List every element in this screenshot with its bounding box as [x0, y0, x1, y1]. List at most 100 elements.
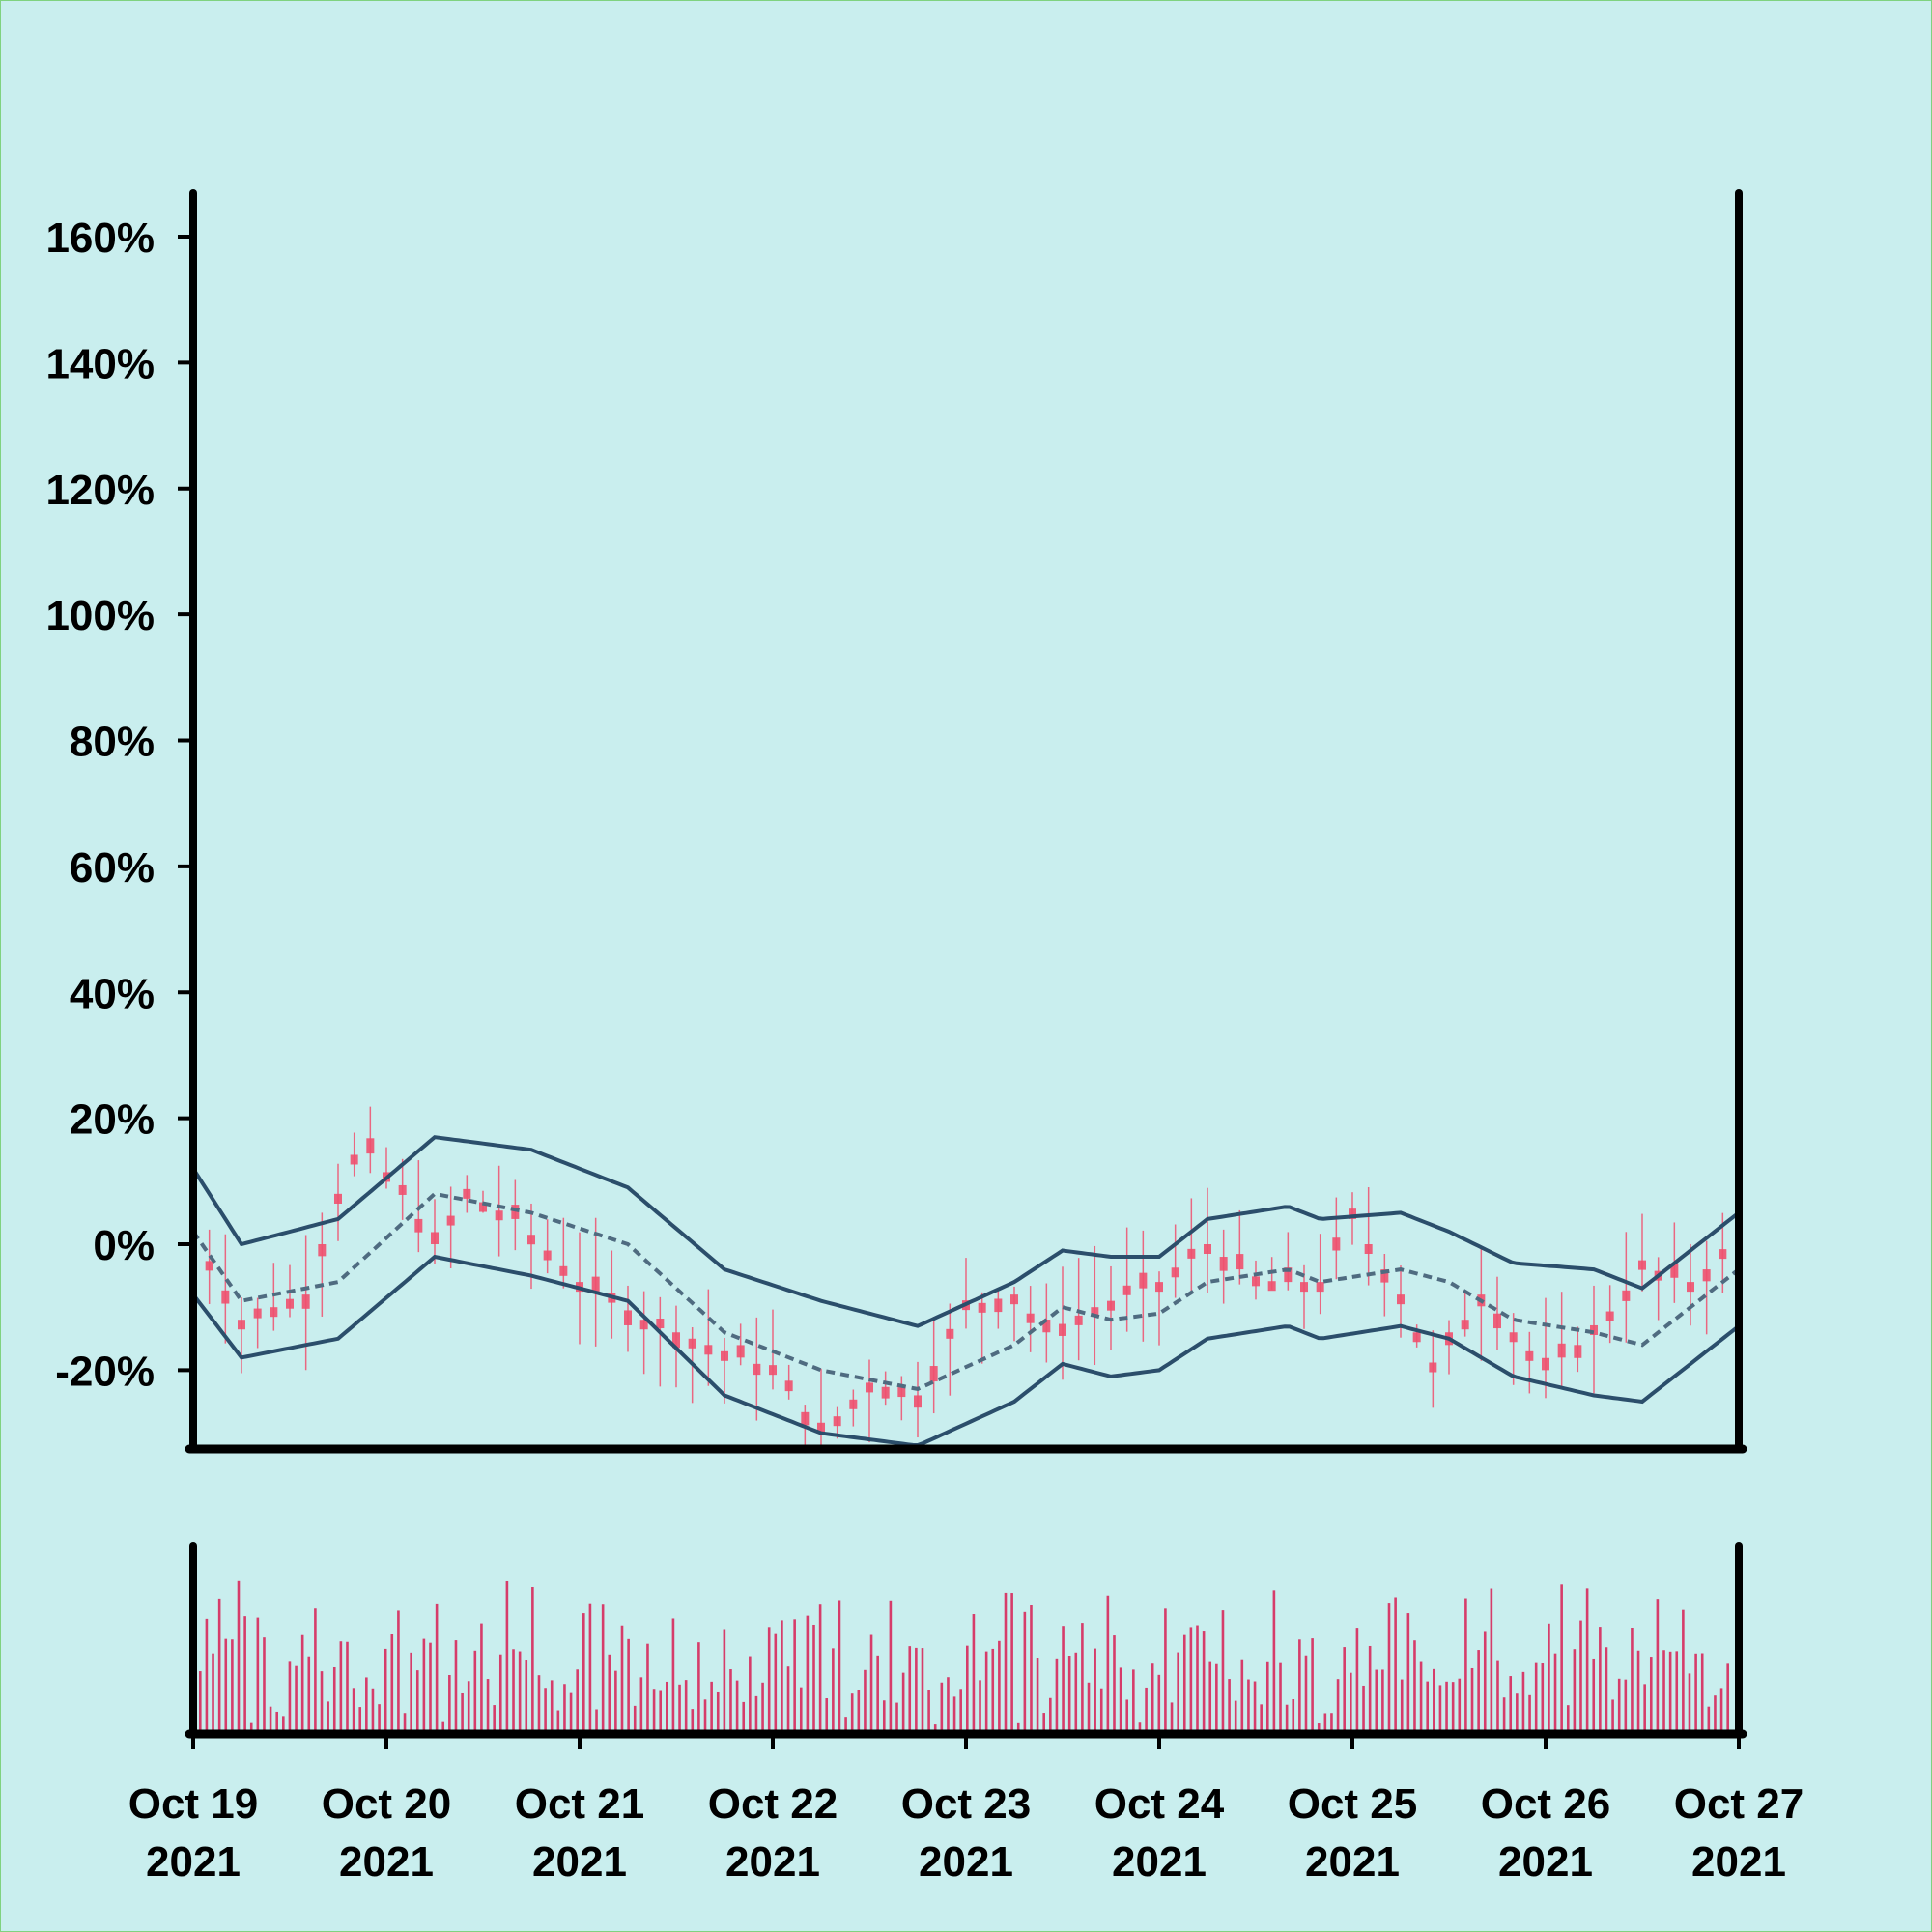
volume-bar: [595, 1709, 598, 1734]
volume-bar: [1074, 1652, 1078, 1734]
candle-body: [1204, 1244, 1211, 1254]
candle-body: [350, 1154, 358, 1165]
volume-bar: [1164, 1608, 1167, 1734]
volume-bar: [614, 1670, 617, 1734]
candle-body: [784, 1380, 793, 1392]
candle: [270, 1263, 278, 1331]
volume-bar: [461, 1692, 464, 1734]
candle: [1187, 1198, 1196, 1293]
volume-bar: [556, 1710, 560, 1734]
volume-bar: [282, 1716, 285, 1734]
volume-bar: [332, 1666, 336, 1734]
candle: [704, 1289, 713, 1386]
x-tick-label-date: Oct 20: [322, 1780, 452, 1828]
candle-body: [1557, 1343, 1566, 1358]
candle: [318, 1212, 327, 1317]
volume-bar: [256, 1617, 260, 1734]
volume-bar: [288, 1661, 292, 1734]
volume-bar: [1541, 1663, 1545, 1734]
volume-bar: [684, 1680, 688, 1734]
candle-body: [849, 1399, 858, 1409]
candle: [221, 1234, 230, 1344]
candle: [978, 1292, 986, 1364]
x-tick-label-year: 2021: [146, 1838, 241, 1886]
volume-bar: [1662, 1650, 1665, 1734]
candle: [1687, 1243, 1694, 1326]
x-axis-ticks: Oct 19 2021 Oct 20 2021 Oct 21 2021 Oct 22 2021…: [128, 1734, 1804, 1886]
volume-bar: [1298, 1639, 1301, 1734]
candle: [1171, 1224, 1179, 1298]
candle: [1122, 1227, 1131, 1332]
candle-body: [881, 1386, 890, 1399]
candle-body: [1605, 1311, 1614, 1321]
volume-bar: [915, 1647, 918, 1734]
volume-bar: [441, 1721, 445, 1734]
volume-bar: [371, 1688, 375, 1734]
volume-bar: [275, 1711, 278, 1734]
volume-bar: [966, 1645, 969, 1734]
candle-body: [672, 1332, 680, 1349]
volume-bar: [1189, 1627, 1193, 1734]
upper-band-line: [191, 1135, 1741, 1328]
candle-body: [1059, 1323, 1066, 1336]
volume-bar: [320, 1671, 324, 1734]
volume-bar: [224, 1638, 228, 1734]
volume-bar: [1438, 1685, 1442, 1734]
volume-bar: [1624, 1679, 1628, 1734]
volume-bar: [1585, 1588, 1589, 1734]
y-tick-label: 160%: [45, 214, 155, 262]
candle-body: [1687, 1282, 1694, 1293]
candle-body: [1429, 1362, 1437, 1373]
volume-bar: [1260, 1704, 1263, 1734]
candle-body: [656, 1319, 665, 1329]
candlestick-series: [189, 1106, 1743, 1446]
volume-bar: [1553, 1653, 1557, 1734]
volume-bar: [518, 1651, 522, 1734]
candle-body: [446, 1215, 455, 1226]
volume-bar: [1151, 1663, 1154, 1734]
candle-body: [736, 1345, 745, 1358]
candle: [1605, 1285, 1614, 1344]
volume-bar: [1688, 1673, 1691, 1734]
candle-body: [704, 1345, 713, 1355]
candle-body: [1670, 1263, 1679, 1278]
candle-body: [334, 1193, 342, 1204]
volume-bar: [761, 1682, 764, 1734]
candle: [1059, 1266, 1066, 1380]
candle: [914, 1361, 922, 1438]
volume-bar: [627, 1638, 630, 1734]
volume-bar: [844, 1717, 847, 1734]
volume-bar: [473, 1650, 477, 1734]
volume-bar: [646, 1643, 649, 1734]
volume-bar: [1502, 1697, 1506, 1734]
candle: [849, 1389, 858, 1427]
candle: [543, 1219, 552, 1274]
volume-bar: [435, 1603, 439, 1734]
volume-bar: [269, 1706, 272, 1734]
volume-bar: [1067, 1656, 1071, 1734]
volume-bar: [921, 1648, 924, 1734]
volume-bar: [525, 1660, 528, 1734]
candle-body: [721, 1350, 728, 1361]
candle-body: [1107, 1300, 1115, 1311]
candle: [1590, 1285, 1598, 1394]
x-tick-label-date: Oct 21: [515, 1780, 645, 1828]
volume-bar: [1292, 1699, 1295, 1734]
volume-bar: [1694, 1653, 1697, 1734]
candle: [559, 1217, 568, 1289]
candle-body: [511, 1205, 520, 1219]
volume-bar: [1016, 1722, 1020, 1734]
candle-body: [1187, 1248, 1196, 1259]
volume-bar: [1381, 1669, 1384, 1734]
candle-body: [318, 1244, 327, 1257]
candle-body: [414, 1218, 423, 1233]
candle-body: [1397, 1294, 1405, 1305]
candle-body: [1364, 1244, 1373, 1254]
volume-bar: [390, 1634, 394, 1734]
candle: [431, 1199, 439, 1264]
volume-bar: [1477, 1650, 1480, 1734]
candle: [591, 1217, 600, 1347]
x-tick-label-year: 2021: [1305, 1838, 1400, 1886]
candle: [301, 1235, 310, 1371]
x-tick-label-year: 2021: [725, 1838, 820, 1886]
